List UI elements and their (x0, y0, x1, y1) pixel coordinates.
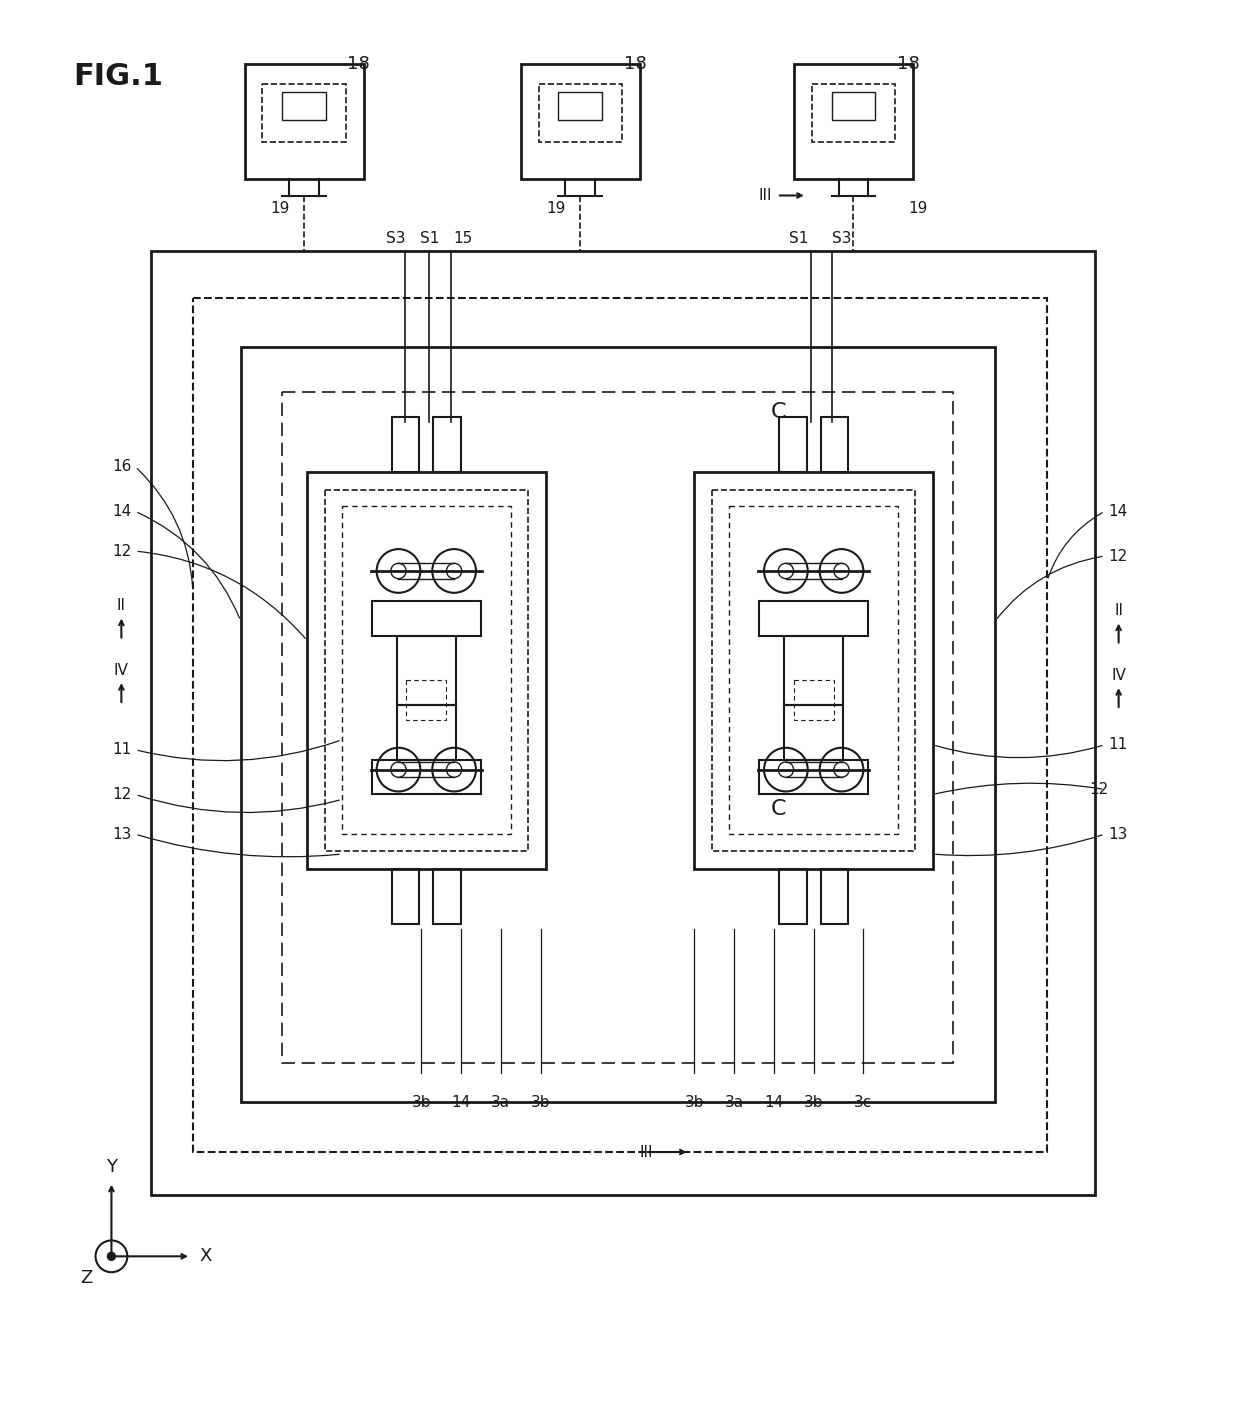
Text: 11: 11 (112, 743, 131, 757)
Bar (784, 704, 843, 760)
Text: 19: 19 (908, 201, 928, 215)
Text: 13: 13 (112, 827, 131, 841)
Text: Y: Y (105, 1158, 117, 1176)
Bar (397, 636, 456, 704)
Bar (283, 93, 326, 120)
Bar (308, 472, 546, 868)
Bar (521, 64, 640, 178)
Text: S1: S1 (419, 231, 439, 245)
Bar (759, 760, 868, 794)
Text: IV: IV (1111, 667, 1126, 683)
Bar (784, 636, 843, 704)
Text: 12: 12 (112, 543, 131, 559)
Text: 14: 14 (451, 1095, 471, 1109)
Bar (397, 704, 456, 760)
Bar (407, 680, 446, 720)
Text: 14: 14 (764, 1095, 784, 1109)
Text: 12: 12 (1090, 781, 1109, 797)
Bar (283, 392, 952, 1062)
Text: 3a: 3a (724, 1095, 744, 1109)
Bar (325, 489, 528, 851)
Text: II: II (117, 599, 126, 613)
Bar (193, 298, 1047, 1152)
Bar (779, 868, 807, 924)
Bar (832, 93, 875, 120)
Bar (392, 868, 419, 924)
Circle shape (108, 1252, 115, 1261)
Text: 13: 13 (1109, 827, 1128, 841)
Text: 14: 14 (112, 503, 131, 519)
Text: 19: 19 (270, 201, 289, 215)
Text: III: III (640, 1145, 653, 1159)
Text: III: III (759, 188, 773, 202)
Bar (812, 84, 895, 141)
Bar (244, 64, 363, 178)
Text: C: C (771, 800, 786, 820)
Text: 18: 18 (624, 56, 646, 73)
Text: 3b: 3b (531, 1095, 551, 1109)
Bar (241, 348, 996, 1102)
Bar (794, 680, 833, 720)
Text: 12: 12 (1109, 549, 1128, 563)
Bar (538, 84, 622, 141)
Text: 16: 16 (112, 459, 131, 475)
Text: 3a: 3a (491, 1095, 511, 1109)
Bar (433, 868, 461, 924)
Text: S1: S1 (789, 231, 808, 245)
Bar (759, 600, 868, 636)
Text: Z: Z (81, 1269, 93, 1288)
Text: 15: 15 (454, 231, 472, 245)
Text: S3: S3 (386, 231, 405, 245)
Bar (821, 416, 848, 472)
Bar (558, 93, 603, 120)
Text: 12: 12 (112, 787, 131, 801)
Text: IV: IV (114, 663, 129, 677)
Bar (151, 251, 1095, 1195)
Bar (263, 84, 346, 141)
Bar (392, 416, 419, 472)
Text: 3b: 3b (412, 1095, 432, 1109)
Text: 14: 14 (1109, 503, 1128, 519)
Bar (694, 472, 932, 868)
Bar (372, 600, 481, 636)
Text: 3b: 3b (804, 1095, 823, 1109)
Text: 3b: 3b (684, 1095, 704, 1109)
Bar (729, 506, 898, 834)
Text: 18: 18 (347, 56, 371, 73)
Text: FIG.1: FIG.1 (73, 61, 164, 91)
Bar (712, 489, 915, 851)
Bar (433, 416, 461, 472)
Text: C: C (771, 402, 786, 422)
Text: II: II (1114, 603, 1123, 619)
Text: 18: 18 (897, 56, 919, 73)
Text: 11: 11 (1109, 737, 1128, 753)
Text: X: X (200, 1248, 212, 1265)
Bar (794, 64, 913, 178)
Bar (372, 760, 481, 794)
Text: 19: 19 (546, 201, 565, 215)
Bar (821, 868, 848, 924)
Text: 3c: 3c (854, 1095, 873, 1109)
Text: S3: S3 (832, 231, 851, 245)
Bar (342, 506, 511, 834)
Bar (779, 416, 807, 472)
